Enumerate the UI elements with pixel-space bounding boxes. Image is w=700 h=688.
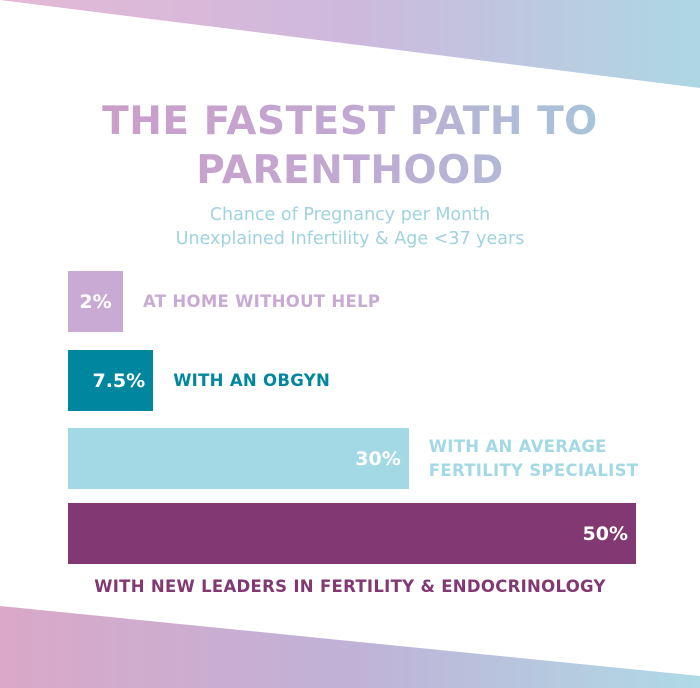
bar-value-label: 2% [79, 290, 112, 313]
bar-value-label: 30% [355, 447, 401, 470]
bottom-gradient-band [0, 606, 700, 688]
page-title-line-1: THE FASTEST PATH TO [0, 93, 700, 151]
bar-value-label: 50% [582, 522, 628, 545]
bar-category-label-line: FERTILITY SPECIALIST [428, 460, 639, 480]
bar-2: 30% [68, 428, 409, 489]
top-gradient-band [0, 0, 700, 88]
bar-category-label-line: WITH AN OBGYN [173, 370, 331, 390]
bar-category-label: WITH AN OBGYN [173, 369, 330, 393]
bar-3: 50% [68, 503, 636, 564]
bar-1: 7.5% [68, 350, 154, 411]
page-title-line-2: PARENTHOOD [0, 142, 700, 200]
bar-0: 2% [68, 271, 123, 332]
bar-category-label: WITH NEW LEADERS IN FERTILITY & ENDOCRIN… [0, 575, 700, 599]
bar-category-label-line: WITH NEW LEADERS IN FERTILITY & ENDOCRIN… [94, 577, 606, 596]
bar-value-label: 7.5% [92, 369, 146, 392]
bar-category-label: AT HOME WITHOUT HELP [143, 290, 380, 314]
subtitle-line-2: Unexplained Infertility & Age <37 years [175, 229, 525, 249]
bar-category-label-line: WITH AN AVERAGE [428, 436, 607, 456]
bar-category-label-line: AT HOME WITHOUT HELP [143, 291, 381, 311]
subtitle-line-1: Chance of Pregnancy per Month [209, 205, 491, 225]
bar-category-label: WITH AN AVERAGE FERTILITY SPECIALIST [429, 435, 639, 483]
